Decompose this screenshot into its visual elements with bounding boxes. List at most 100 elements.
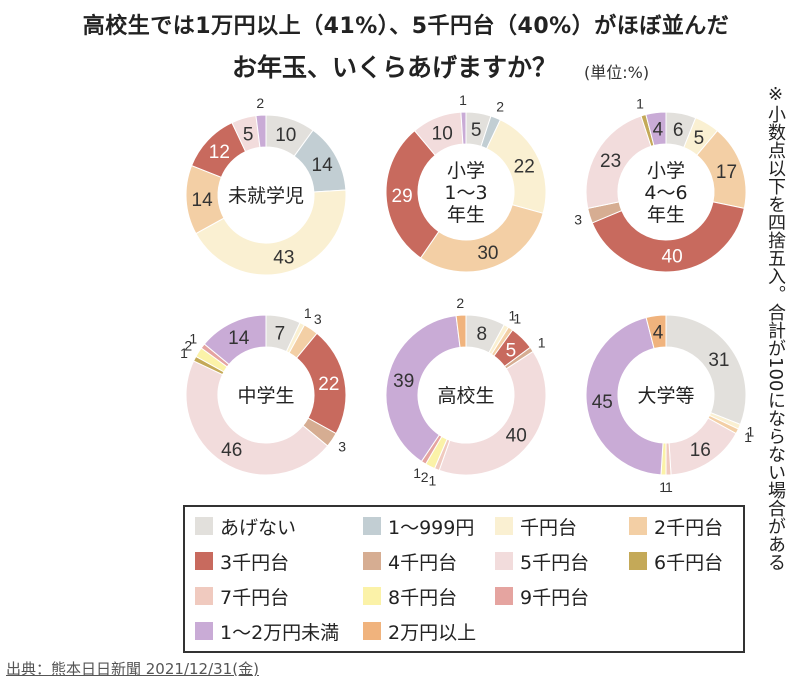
slice-value-label: 1 (636, 96, 644, 112)
donut-chart: 6 5 17 40 3 23 14 小学4～6年生 (574, 96, 747, 273)
legend-label: 2千円台 (654, 516, 724, 539)
legend-label: 1～2万円未満 (220, 621, 340, 644)
legend-label: 千円台 (520, 516, 578, 539)
chart-title: お年玉、いくらあげますか？ (232, 53, 558, 82)
slice-value-label: 16 (690, 440, 711, 461)
legend-item-8k: 8千円台 (363, 581, 457, 611)
slice-value-label: 8 (476, 324, 487, 345)
slice-value-label: 3 (314, 311, 322, 327)
slice-value-label: 14 (192, 190, 214, 211)
chart-center-title: 中学生 (237, 385, 294, 407)
unit-label: (単位:%) (584, 63, 650, 82)
legend-item-7k: 7千円台 (195, 581, 289, 611)
slice-value-label: 5 (471, 120, 482, 141)
legend-label: 2万円以上 (388, 621, 477, 644)
legend-label: 6千円台 (654, 551, 724, 574)
legend-swatch (495, 517, 513, 535)
legend-swatch (629, 517, 647, 535)
slice-value-label: 1 (509, 308, 517, 324)
headline: 高校生では1万円以上（41%）、5千円台（40%）がほぼ並んだ (82, 14, 730, 39)
slice-value-label: 2 (456, 295, 464, 311)
slice-value-label: 5 (506, 340, 517, 361)
legend-item-10-20k: 1～2万円未満 (195, 616, 339, 646)
slice-value-label: 30 (477, 243, 498, 264)
donut-chart: 10 14 43 14 12 52 未就学児 (185, 95, 347, 276)
slice-value-label: 17 (716, 162, 737, 183)
legend-swatch (195, 622, 213, 640)
legend-item-2k: 2千円台 (629, 511, 723, 541)
legend-label: 8千円台 (388, 586, 458, 609)
slice-value-label: 3 (574, 211, 582, 227)
slice-value-label: 7 (275, 324, 286, 345)
slice-10-20k (585, 316, 664, 476)
slice-value-label: 14 (228, 328, 250, 349)
chart-center-title: 小学 (647, 160, 685, 182)
legend-item-1k: 千円台 (495, 511, 577, 541)
slice-value-label: 2 (184, 338, 192, 354)
slice-value-label: 45 (592, 392, 613, 413)
slice-value-label: 1 (304, 305, 312, 321)
slice-value-label: 2 (256, 95, 264, 111)
slice-none (665, 314, 747, 426)
slice-3k (591, 201, 745, 273)
slice-value-label: 10 (275, 125, 296, 146)
legend-label: 4千円台 (388, 551, 458, 574)
legend-item-6k: 6千円台 (629, 546, 723, 576)
legend-swatch (195, 517, 213, 535)
legend-swatch (363, 622, 381, 640)
slice-value-label: 4 (653, 120, 664, 141)
slice-20k+ (455, 314, 467, 348)
slice-value-label: 3 (338, 439, 346, 455)
slice-5k (185, 360, 329, 476)
slice-value-label: 5 (243, 125, 254, 146)
slice-value-label: 23 (600, 151, 621, 172)
legend-swatch (629, 552, 647, 570)
slice-value-label: 46 (221, 440, 242, 461)
legend-item-9k: 9千円台 (495, 581, 589, 611)
slice-value-label: 6 (673, 120, 684, 141)
slice-20k+ (645, 314, 667, 350)
chart-center-title: 1～3 (444, 182, 487, 204)
slice-value-label: 22 (514, 156, 535, 177)
slice-value-label: 1 (459, 92, 467, 108)
legend-item-3k: 3千円台 (195, 546, 289, 576)
slice-10-20k (203, 314, 267, 366)
legend-swatch (195, 587, 213, 605)
legend-item-none: あげない (195, 511, 296, 541)
slice-value-label: 12 (209, 142, 230, 163)
slice-value-label: 14 (312, 155, 334, 176)
legend-label: あげない (220, 516, 297, 539)
slice-value-label: 1 (413, 465, 421, 481)
chart-center-title: 年生 (447, 204, 485, 226)
slice-value-label: 43 (273, 247, 294, 268)
slice-value-label: 1 (665, 479, 673, 495)
legend-item-5k: 5千円台 (495, 546, 589, 576)
slice-value-label: 40 (506, 426, 527, 447)
chart-center-title: 小学 (447, 160, 485, 182)
chart-center-title: 大学等 (637, 385, 694, 407)
slice-value-label: 1 (538, 335, 546, 351)
slice-value-label: 5 (694, 128, 705, 149)
slice-value-label: 1 (429, 473, 437, 489)
slice-value-label: 39 (393, 371, 414, 392)
slice-value-label: 1 (180, 345, 188, 361)
slice-value-label: 29 (392, 186, 413, 207)
slice-5k (438, 350, 547, 476)
legend-label: 1～999円 (388, 516, 475, 539)
chart-center-title: 未就学児 (228, 185, 304, 207)
slice-value-label: 1 (747, 424, 755, 440)
slice-10-20k (645, 111, 667, 147)
legend-label: 9千円台 (520, 586, 590, 609)
slice-10-20k (255, 114, 267, 148)
chart-center-title: 4～6 (644, 182, 687, 204)
slice-10-20k (460, 111, 467, 145)
legend-label: 7千円台 (220, 586, 290, 609)
rounding-note: ※小数点以下を四捨五入。合計が100にならない場合がある (765, 84, 786, 572)
legend-label: 3千円台 (220, 551, 290, 574)
source-link[interactable]: 出典：熊本日日新聞 2021/12/31(金) (6, 660, 259, 678)
slice-value-label: 2 (496, 99, 504, 115)
